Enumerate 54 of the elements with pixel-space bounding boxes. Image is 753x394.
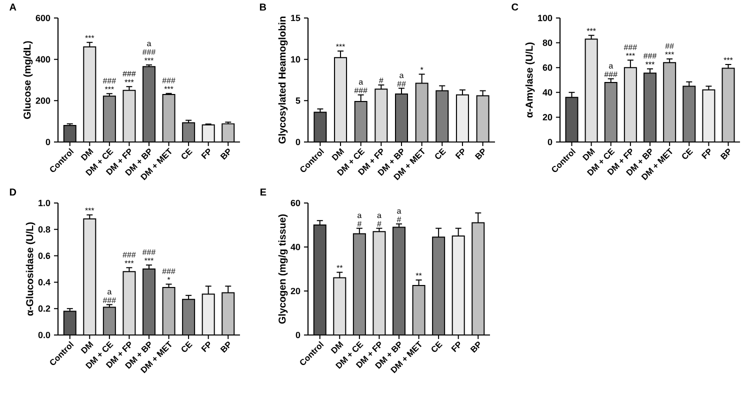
chart-title: A xyxy=(10,4,16,11)
y-tick-label: 200 xyxy=(36,97,50,104)
y-axis-title: Glucose (mg/dL) xyxy=(23,41,33,119)
x-tick-label: FP xyxy=(701,148,710,160)
x-tick-label: CE xyxy=(432,341,443,352)
y-tick-label: 60 xyxy=(290,200,300,206)
y-tick-label: 40 xyxy=(542,89,552,96)
x-tick-label: CE xyxy=(435,148,446,159)
x-tick-label: BP xyxy=(720,148,730,160)
chart-title: B xyxy=(260,4,266,10)
x-tick-label: BP xyxy=(220,342,230,353)
y-tick-label: 600 xyxy=(36,14,50,22)
y-axis-title: α-Glucosidase (U/L) xyxy=(26,222,36,316)
y-tick-label: 0 xyxy=(296,332,300,338)
y-tick-label: 1.0 xyxy=(38,200,50,206)
x-tick-label: BP xyxy=(470,342,480,353)
y-tick-label: 0.6 xyxy=(38,252,50,259)
y-tick-label: 60 xyxy=(542,64,552,71)
y-axis-title: Glycogen (mg/g tissue) xyxy=(278,214,288,324)
x-tick-label: DM xyxy=(582,148,596,161)
y-tick-label: 0 xyxy=(296,138,300,146)
y-tick-label: 0.2 xyxy=(38,305,50,312)
x-tick-label: CE xyxy=(682,148,694,159)
x-tick-label: FP xyxy=(451,342,460,352)
chart-title: D xyxy=(10,188,16,196)
x-tick-label: DM xyxy=(330,341,344,354)
y-tick-label: 400 xyxy=(36,56,50,63)
y-tick-label: 15 xyxy=(291,14,300,22)
y-tick-label: 80 xyxy=(542,40,552,46)
y-tick-label: 5 xyxy=(296,98,300,104)
y-tick-label: 0.4 xyxy=(38,279,50,286)
y-axis-title: Glycosylated Heamoglobin xyxy=(278,16,288,144)
y-tick-label: 40 xyxy=(290,244,300,250)
y-axis-title: α-Amylase (U/L) xyxy=(525,42,535,118)
x-tick-label: DM xyxy=(80,341,94,354)
y-tick-label: 0 xyxy=(46,138,50,146)
y-tick-label: 20 xyxy=(290,288,300,294)
y-tick-label: 0.0 xyxy=(38,332,50,338)
x-tick-label: BP xyxy=(474,148,484,160)
x-tick-label: BP xyxy=(220,148,230,160)
chart-title: C xyxy=(512,3,518,10)
x-tick-label: CE xyxy=(182,341,192,352)
x-tick-label: CE xyxy=(182,148,192,159)
x-tick-label: FP xyxy=(201,342,210,352)
y-tick-label: 100 xyxy=(538,14,552,22)
y-tick-label: 0 xyxy=(548,138,552,146)
y-tick-label: 20 xyxy=(542,114,552,120)
y-tick-label: 0.8 xyxy=(38,226,50,233)
chart-title: E xyxy=(260,188,266,196)
x-tick-label: DM xyxy=(332,148,344,161)
y-tick-label: 10 xyxy=(291,56,300,63)
x-tick-label: DM xyxy=(80,148,94,161)
x-tick-label: FP xyxy=(201,148,210,160)
x-tick-label: FP xyxy=(455,148,464,160)
